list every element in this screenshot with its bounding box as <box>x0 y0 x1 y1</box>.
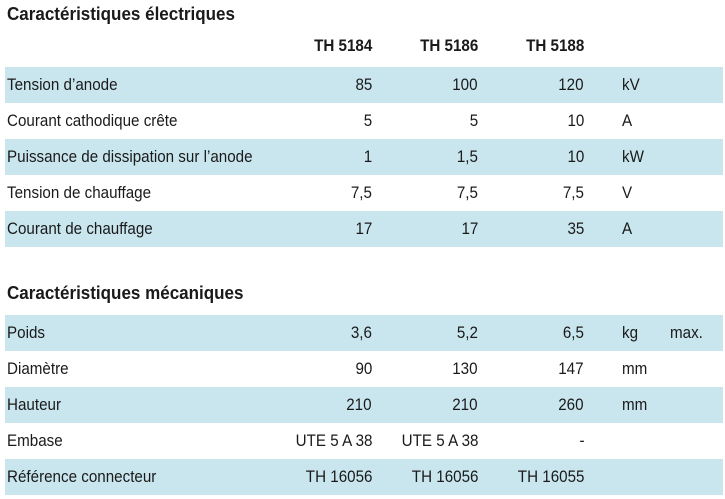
cell-value: TH 16055 <box>517 468 584 486</box>
cell-value: 1,5 <box>456 148 478 166</box>
cell-value: 1 <box>363 148 372 166</box>
row-label: Hauteur <box>7 396 62 414</box>
cell-value: 147 <box>558 360 584 378</box>
cell-value: 3,6 <box>350 324 372 342</box>
cell-value: 5 <box>469 112 478 130</box>
row-label: Poids <box>7 324 45 342</box>
cell-value: 210 <box>452 396 478 414</box>
cell-value: 5 <box>363 112 372 130</box>
cell-value: 120 <box>558 76 584 94</box>
row-band <box>5 315 723 351</box>
cell-value: 90 <box>355 360 372 378</box>
cell-value: 7,5 <box>456 184 478 202</box>
unit: kV <box>622 76 640 94</box>
row-label: Courant de chauffage <box>7 220 153 238</box>
section-title: Caractéristiques électriques <box>7 3 235 24</box>
cell-value: 35 <box>567 220 584 238</box>
cell-value: TH 16056 <box>305 468 372 486</box>
cell-value: TH 16056 <box>411 468 478 486</box>
cell-value: UTE 5 A 38 <box>401 432 478 450</box>
cell-value: 7,5 <box>350 184 372 202</box>
row-label: Tension d’anode <box>7 76 118 94</box>
cell-value: 130 <box>452 360 478 378</box>
row-label: Courant cathodique crête <box>7 112 178 130</box>
cell-value: 5,2 <box>456 324 478 342</box>
column-header: TH 5184 <box>313 37 372 55</box>
cell-value: - <box>578 432 584 450</box>
unit: kg <box>622 324 639 342</box>
row-band <box>5 139 723 175</box>
cell-value: 10 <box>567 112 584 130</box>
cell-value: 17 <box>355 220 372 238</box>
unit: A <box>622 220 633 238</box>
row-band <box>5 67 723 103</box>
note: max. <box>670 324 703 342</box>
unit: mm <box>622 396 648 414</box>
unit: A <box>622 112 633 130</box>
cell-value: 260 <box>558 396 584 414</box>
row-label: Diamètre <box>7 360 69 378</box>
row-band <box>5 211 723 247</box>
row-band <box>5 387 723 423</box>
row-band <box>5 459 723 495</box>
row-label: Tension de chauffage <box>7 184 152 202</box>
cell-value: 7,5 <box>562 184 584 202</box>
cell-value: UTE 5 A 38 <box>295 432 372 450</box>
cell-value: 100 <box>452 76 478 94</box>
cell-value: 10 <box>567 148 584 166</box>
cell-value: 85 <box>355 76 372 94</box>
section-title: Caractéristiques mécaniques <box>7 282 244 303</box>
column-header: TH 5188 <box>525 37 584 55</box>
column-header: TH 5186 <box>419 37 478 55</box>
row-label: Puissance de dissipation sur l’anode <box>7 148 253 166</box>
unit: kW <box>622 148 644 166</box>
unit: mm <box>622 360 648 378</box>
row-label: Embase <box>7 432 63 450</box>
row-label: Référence connecteur <box>7 468 157 486</box>
unit: V <box>622 184 633 202</box>
cell-value: 17 <box>461 220 478 238</box>
cell-value: 6,5 <box>562 324 584 342</box>
cell-value: 210 <box>346 396 372 414</box>
